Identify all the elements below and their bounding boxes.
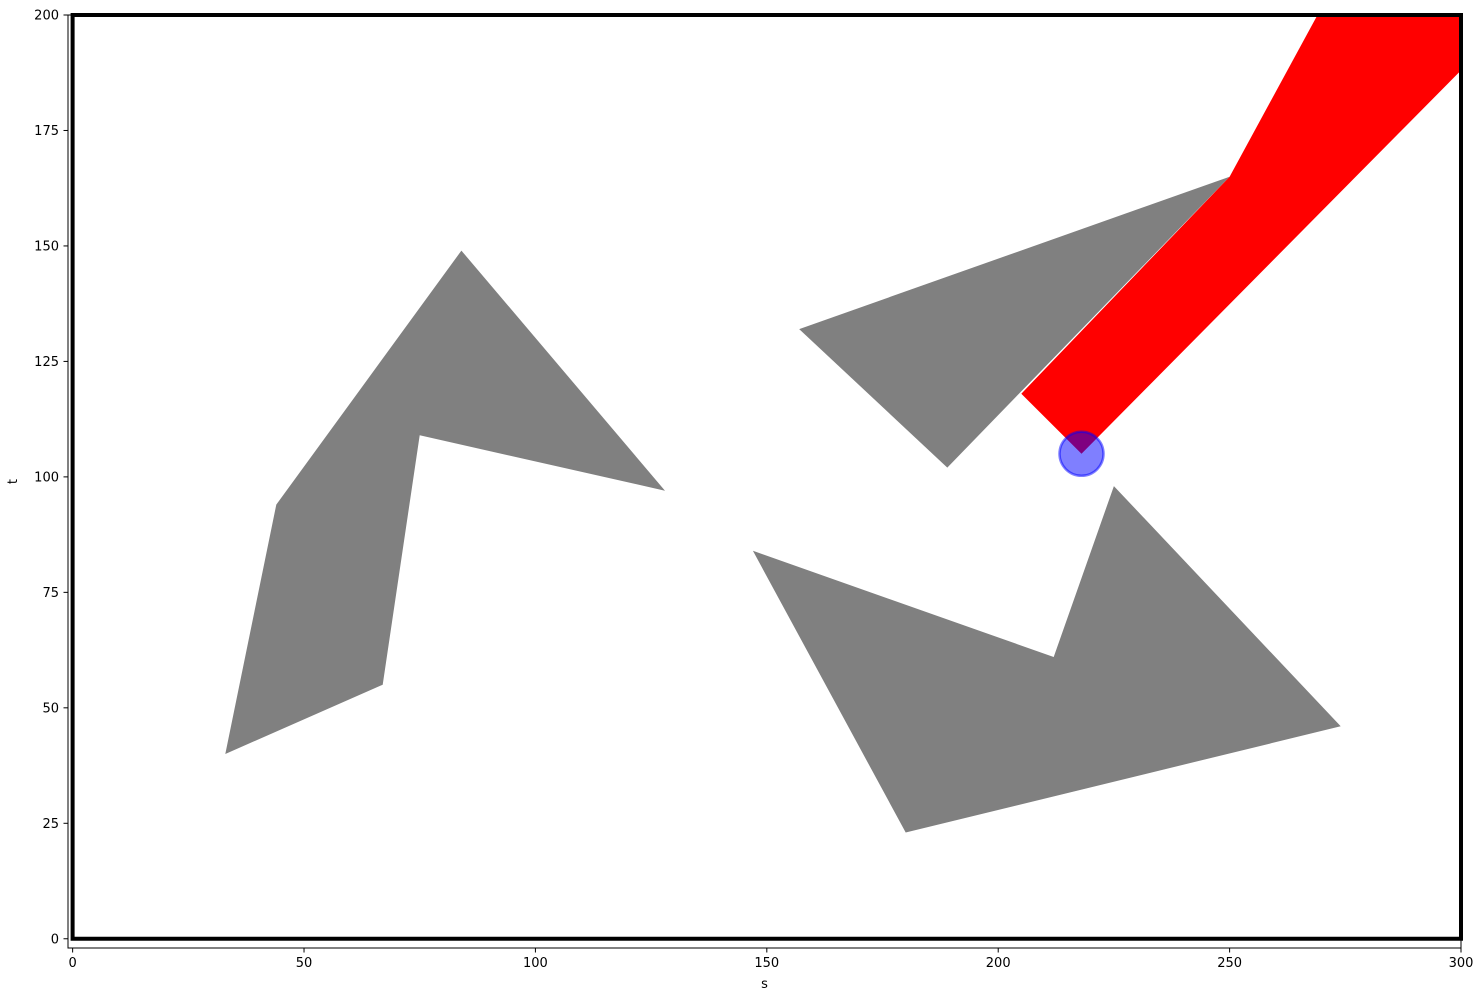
x-tick-label: 300	[1449, 956, 1474, 971]
obstacle-polygon-3	[752, 486, 1341, 833]
y-tick-label: 75	[42, 586, 59, 601]
y-axis-label: t	[6, 479, 21, 484]
y-tick-label: 125	[34, 355, 59, 370]
x-tick-label: 0	[68, 956, 76, 971]
x-axis-label: s	[761, 977, 768, 992]
y-tick-label: 50	[42, 701, 59, 716]
y-tick-label: 0	[51, 932, 59, 947]
y-tick-label: 200	[34, 9, 59, 24]
obstacle-polygon-2	[799, 176, 1230, 468]
x-tick-label: 50	[296, 956, 313, 971]
x-tick-label: 250	[1217, 956, 1242, 971]
x-tick-label: 150	[754, 956, 779, 971]
y-tick-label: 175	[34, 124, 59, 139]
y-tick-label: 100	[34, 470, 59, 485]
y-axis: 0 25 50 75 100 125 150 175 200	[34, 9, 68, 947]
x-tick-label: 100	[523, 956, 548, 971]
obstacle-polygon-1	[225, 250, 666, 754]
point-marker	[1058, 430, 1105, 478]
axes-frame	[67, 14, 1462, 949]
x-axis: 0 50 100 150 200 250 300	[68, 948, 1473, 971]
y-tick-label: 150	[34, 239, 59, 254]
y-tick-label: 25	[42, 817, 59, 832]
red-region-polygon	[1021, 15, 1461, 454]
plot-area	[67, 13, 1463, 949]
x-tick-label: 200	[986, 956, 1011, 971]
